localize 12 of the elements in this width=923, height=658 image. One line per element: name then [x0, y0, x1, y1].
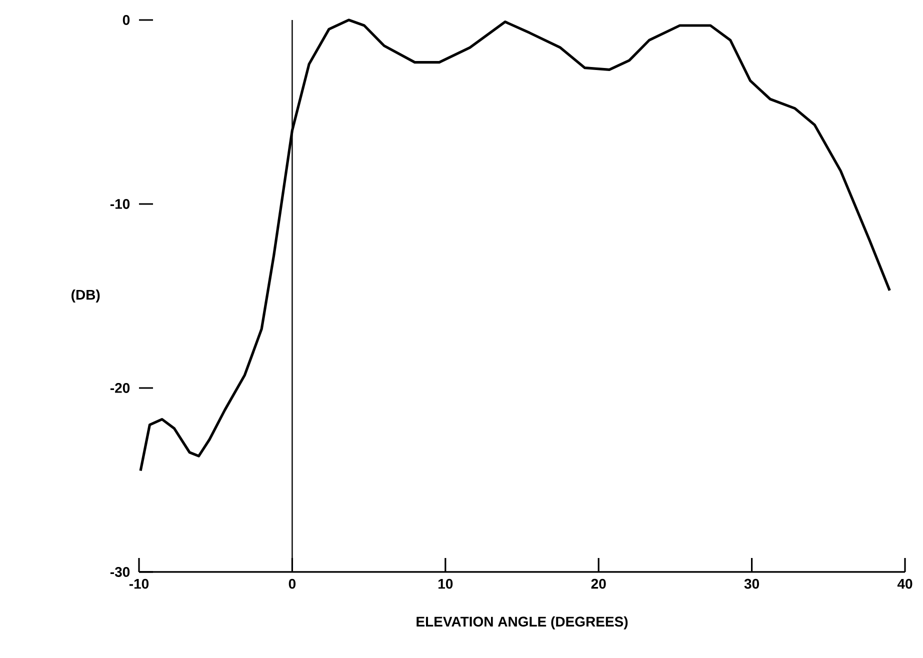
x-tick-label: 30	[744, 578, 760, 589]
y-tick-label: 0	[122, 15, 130, 25]
x-tick-label: 10	[438, 578, 453, 589]
y-tick-label: -30	[110, 567, 130, 577]
x-tick-label: 0	[288, 578, 296, 589]
y-tick-label: -20	[110, 383, 130, 393]
y-axis-title: (DB)	[72, 289, 100, 303]
x-axis-title: ELEVATION ANGLE (DEGREES)	[416, 616, 628, 630]
x-tick-label: 20	[591, 578, 606, 589]
y-tick-label: -10	[110, 199, 130, 209]
x-tick-label: 40	[897, 578, 912, 589]
x-tick-label: -10	[129, 578, 149, 589]
